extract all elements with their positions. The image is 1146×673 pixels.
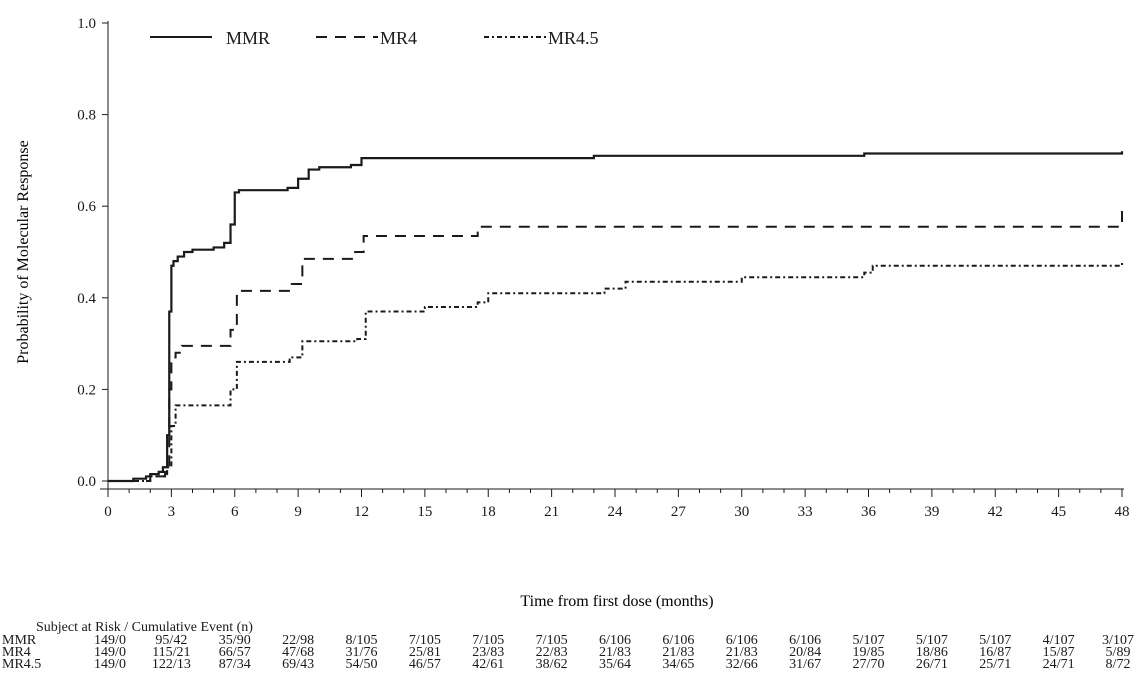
risk-cell: 69/43 bbox=[282, 657, 315, 672]
x-tick-label: 42 bbox=[988, 504, 1003, 520]
risk-cell: 6/106 bbox=[599, 633, 631, 648]
risk-cell: 16/87 bbox=[979, 645, 1012, 660]
x-tick-label: 0 bbox=[104, 504, 112, 520]
risk-cell: 27/70 bbox=[852, 657, 885, 672]
risk-cell: 7/105 bbox=[535, 633, 568, 648]
risk-cell: 54/50 bbox=[345, 657, 378, 672]
risk-cell: 46/57 bbox=[408, 657, 441, 672]
risk-cell: 25/71 bbox=[979, 657, 1012, 672]
axes: 0.00.20.40.60.81.00 3 6 9 12 15 18 21 24 27 30 33 36… bbox=[77, 16, 1129, 520]
risk-cell: 20/84 bbox=[789, 645, 822, 660]
legend: MMR MR4 MR4.5 bbox=[150, 28, 599, 48]
risk-cell: 8/72 bbox=[1105, 657, 1131, 672]
risk-cell: 18/86 bbox=[915, 645, 948, 660]
risk-cell: 5/107 bbox=[852, 633, 885, 648]
legend-label: MR4 bbox=[380, 28, 417, 48]
risk-cell: 32/66 bbox=[725, 657, 758, 672]
y-tick-label: 0.4 bbox=[77, 291, 96, 307]
risk-cell: 31/67 bbox=[789, 657, 822, 672]
risk-cell: 7/105 bbox=[408, 633, 441, 648]
series-line-mr4 bbox=[108, 208, 1123, 482]
y-tick-label: 0.8 bbox=[77, 108, 96, 124]
risk-cell: 19/85 bbox=[852, 645, 885, 660]
x-tick-label: 24 bbox=[608, 504, 624, 520]
risk-cell: 21/83 bbox=[725, 645, 758, 660]
x-tick-label: 36 bbox=[861, 504, 877, 520]
risk-cell: 6/106 bbox=[725, 633, 758, 648]
x-axis-label: Time from first dose (months) bbox=[520, 593, 713, 610]
x-tick-label: 18 bbox=[481, 504, 496, 520]
risk-cell: 47/68 bbox=[282, 645, 315, 660]
x-tick-label: 3 bbox=[168, 504, 176, 520]
y-tick-label: 0.2 bbox=[77, 382, 96, 398]
risk-cell: 22/98 bbox=[282, 633, 315, 648]
y-axis-label: Probability of Molecular Response bbox=[15, 140, 32, 364]
risk-cell: 23/83 bbox=[472, 645, 505, 660]
risk-cell: 95/42 bbox=[155, 633, 188, 648]
risk-cell: 6/106 bbox=[662, 633, 695, 648]
x-tick-label: 12 bbox=[354, 504, 369, 520]
series-layer bbox=[108, 151, 1124, 483]
risk-row-label: MMR bbox=[2, 633, 37, 648]
x-tick-label: 48 bbox=[1115, 504, 1130, 520]
risk-cell: 149/0 bbox=[94, 633, 126, 648]
y-tick-label: 1.0 bbox=[77, 16, 96, 32]
risk-row-label: MR4.5 bbox=[2, 657, 42, 672]
risk-cell: 7/105 bbox=[472, 633, 505, 648]
y-tick-label: 0.0 bbox=[77, 474, 96, 490]
risk-cell: 149/0 bbox=[94, 645, 126, 660]
y-tick-label: 0.6 bbox=[77, 199, 96, 215]
risk-cell: 87/34 bbox=[218, 657, 251, 672]
risk-cell: 42/61 bbox=[472, 657, 505, 672]
risk-cell: 4/107 bbox=[1042, 633, 1075, 648]
risk-cell: 24/71 bbox=[1042, 657, 1075, 672]
legend-label: MR4.5 bbox=[548, 28, 599, 48]
x-tick-label: 21 bbox=[544, 504, 559, 520]
series-line-mmr bbox=[108, 151, 1124, 483]
risk-cell: 22/83 bbox=[535, 645, 568, 660]
risk-cell: 3/107 bbox=[1102, 633, 1134, 648]
x-tick-label: 15 bbox=[417, 504, 432, 520]
x-tick-label: 27 bbox=[671, 504, 687, 520]
risk-cell: 34/65 bbox=[662, 657, 695, 672]
x-tick-label: 39 bbox=[924, 504, 939, 520]
x-tick-label: 9 bbox=[294, 504, 302, 520]
risk-table-title: Subject at Risk / Cumulative Event (n) bbox=[36, 620, 253, 635]
risk-cell: 15/87 bbox=[1042, 645, 1075, 660]
risk-cell: 122/13 bbox=[151, 657, 191, 672]
risk-cell: 25/81 bbox=[408, 645, 441, 660]
risk-cell: 5/89 bbox=[1105, 645, 1131, 660]
x-tick-label: 45 bbox=[1051, 504, 1066, 520]
x-tick-label: 6 bbox=[231, 504, 239, 520]
risk-cell: 35/64 bbox=[599, 657, 631, 672]
risk-cell: 149/0 bbox=[94, 657, 126, 672]
risk-cell: 35/90 bbox=[218, 633, 251, 648]
risk-cell: 5/107 bbox=[915, 633, 948, 648]
risk-cell: 115/21 bbox=[152, 645, 191, 660]
risk-cell: 31/76 bbox=[345, 645, 378, 660]
x-tick-label: 33 bbox=[798, 504, 813, 520]
x-tick-label: 30 bbox=[734, 504, 749, 520]
risk-row-label: MR4 bbox=[2, 645, 31, 660]
risk-cell: 8/105 bbox=[345, 633, 378, 648]
risk-cell: 26/71 bbox=[915, 657, 948, 672]
risk-cell: 6/106 bbox=[789, 633, 822, 648]
risk-cell: 5/107 bbox=[979, 633, 1012, 648]
legend-label: MMR bbox=[226, 28, 270, 48]
km-chart: 0.00.20.40.60.81.00 3 6 9 12 15 18 21 24 27 30 33 36… bbox=[15, 16, 1130, 610]
series-line-mr4-5 bbox=[108, 261, 1123, 482]
risk-cell: 38/62 bbox=[535, 657, 568, 672]
risk-cell: 21/83 bbox=[662, 645, 695, 660]
risk-cell: 66/57 bbox=[218, 645, 251, 660]
risk-cell: 21/83 bbox=[599, 645, 631, 660]
